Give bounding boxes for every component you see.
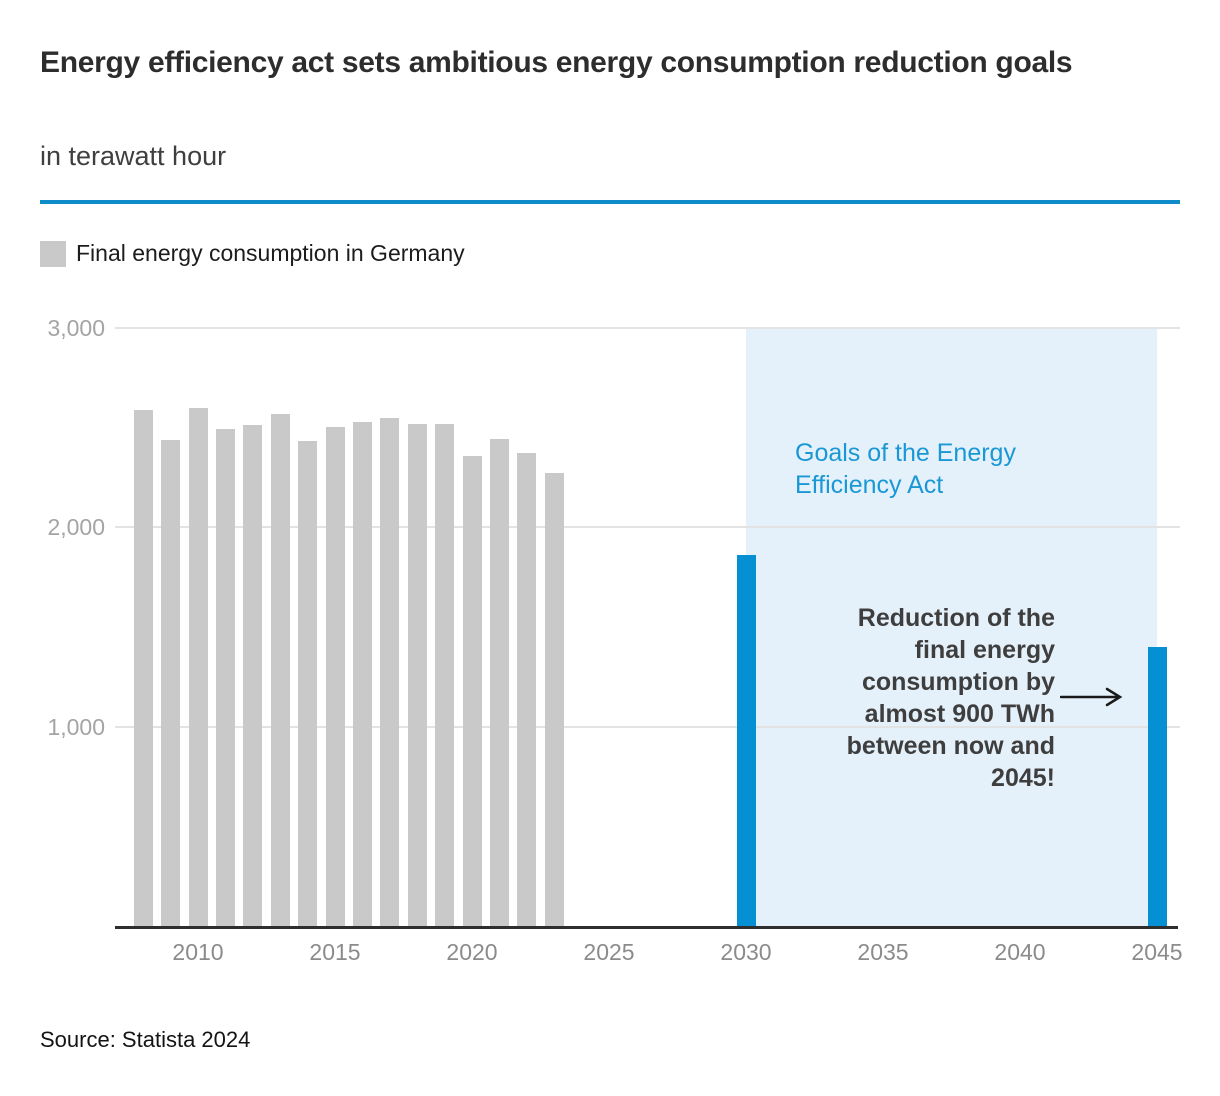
goals-highlight-region <box>746 327 1157 926</box>
bar-2020 <box>462 456 482 926</box>
legend-swatch <box>40 240 66 267</box>
legend-label: Final energy consumption in Germany <box>76 240 465 266</box>
x-axis-label-2045: 2045 <box>1131 939 1183 965</box>
chart-title: Energy efficiency act sets ambitious ene… <box>40 46 1073 79</box>
bar-2015 <box>325 426 345 926</box>
bar-2022 <box>517 453 537 926</box>
bar-2012 <box>243 424 263 926</box>
source-note: Source: Statista 2024 <box>40 1027 251 1052</box>
gridline-3000 <box>115 326 1180 329</box>
bar-2018 <box>407 423 427 926</box>
bar-2010 <box>188 407 208 926</box>
x-axis-label-2040: 2040 <box>994 939 1046 965</box>
bar-2014 <box>298 441 318 926</box>
legend: Final energy consumption in Germany <box>40 240 465 267</box>
x-axis-label-2030: 2030 <box>720 939 772 965</box>
bar-2016 <box>352 421 372 926</box>
header-divider <box>40 200 1180 204</box>
reduction-annotation: Reduction of the final energy consumptio… <box>846 604 1055 792</box>
arrow-icon <box>1060 687 1123 707</box>
bar-2013 <box>270 413 290 926</box>
x-axis-label-2035: 2035 <box>857 939 909 965</box>
x-axis-label-2015: 2015 <box>309 939 361 965</box>
bar-2008 <box>133 409 153 926</box>
bar-2045 <box>1147 647 1167 926</box>
x-axis-label-2010: 2010 <box>172 939 224 965</box>
bar-2021 <box>489 439 509 926</box>
bar-2009 <box>161 440 181 926</box>
chart-subtitle: in terawatt hour <box>40 141 227 171</box>
gridline-1000 <box>115 726 1180 729</box>
goals-region-label: Goals of the Energy Efficiency Act <box>795 439 1016 499</box>
y-axis-label: 1,000 <box>47 714 105 741</box>
x-axis-label-2020: 2020 <box>446 939 498 965</box>
bar-2019 <box>435 423 455 926</box>
x-axis-line <box>115 926 1178 929</box>
bar-2030 <box>736 555 756 926</box>
y-axis-label: 3,000 <box>47 314 105 341</box>
gridline-2000 <box>115 526 1180 529</box>
bar-2023 <box>544 473 564 926</box>
x-axis-label-2025: 2025 <box>583 939 635 965</box>
y-axis-label: 2,000 <box>47 514 105 541</box>
bar-2011 <box>215 429 235 926</box>
bar-2017 <box>380 417 400 926</box>
